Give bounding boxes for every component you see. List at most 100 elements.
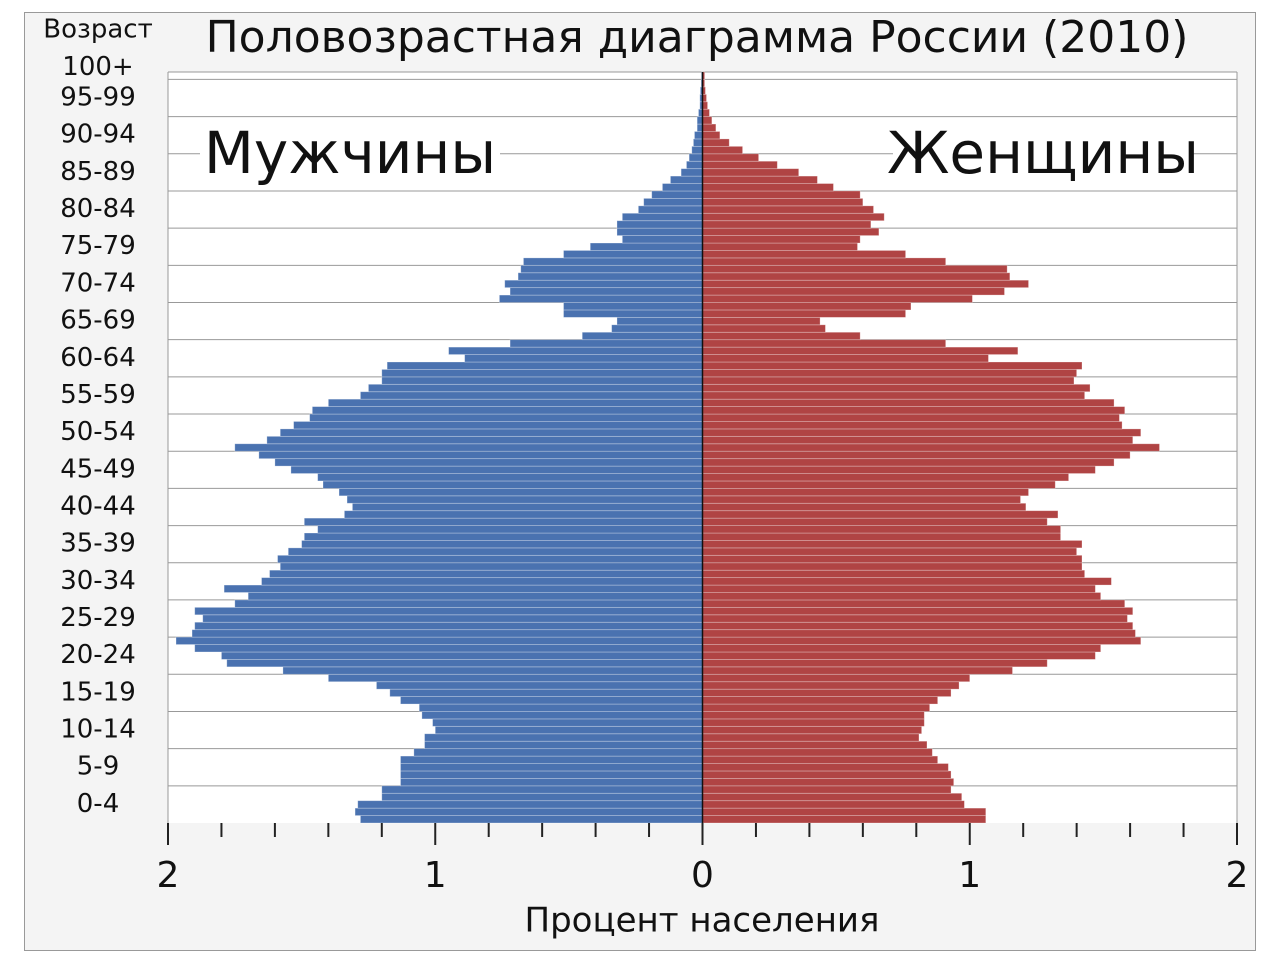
- male-bar: [386, 361, 703, 370]
- male-bar: [202, 614, 703, 623]
- female-bar: [702, 569, 1086, 579]
- female-bar: [702, 346, 1019, 355]
- female-bar: [702, 212, 885, 222]
- female-bar: [702, 487, 1029, 497]
- male-bar: [381, 369, 703, 378]
- female-bar: [702, 242, 858, 251]
- female-bar: [702, 406, 1126, 415]
- female-bar: [702, 577, 1112, 586]
- female-bar: [702, 599, 1126, 608]
- y-tick-label: 70-74: [60, 268, 136, 298]
- y-tick-label: 95-99: [60, 83, 136, 113]
- male-bar: [381, 376, 703, 385]
- male-bar: [293, 421, 703, 430]
- male-bar: [696, 116, 703, 125]
- male-bar: [400, 755, 703, 764]
- male-bar: [234, 443, 703, 452]
- male-bar: [261, 577, 703, 586]
- male-bar: [317, 473, 703, 482]
- male-bar: [194, 606, 703, 616]
- female-bar: [702, 279, 1029, 289]
- y-tick-label: 100+: [62, 52, 133, 82]
- male-bar: [520, 264, 703, 274]
- x-tick-label: 1: [424, 855, 447, 896]
- female-bar: [702, 316, 821, 326]
- female-bar: [702, 160, 778, 170]
- male-bar: [175, 636, 703, 645]
- female-bar: [702, 755, 939, 764]
- female-bar: [702, 554, 1083, 564]
- female-bar: [702, 198, 864, 207]
- female-bar: [702, 584, 1096, 593]
- male-bar: [434, 725, 703, 735]
- male-bar: [616, 316, 703, 326]
- male-bar: [643, 198, 703, 207]
- male-bar: [376, 681, 703, 690]
- y-tick-label: 40-44: [60, 491, 136, 521]
- male-bar: [352, 502, 703, 512]
- female-bar: [702, 785, 952, 794]
- female-bar: [702, 562, 1083, 571]
- female-bar: [702, 287, 1005, 296]
- male-bar: [413, 748, 703, 757]
- y-tick-label: 90-94: [60, 120, 136, 150]
- y-tick-label: 5-9: [77, 752, 119, 782]
- male-bar: [611, 324, 703, 333]
- female-bar: [702, 294, 973, 303]
- male-bar: [691, 145, 703, 155]
- female-bar: [702, 770, 952, 779]
- female-bar: [702, 725, 923, 735]
- male-bar: [581, 331, 703, 341]
- x-axis-title: Процент населения: [525, 901, 880, 941]
- female-bar: [702, 606, 1134, 616]
- male-bar: [424, 733, 703, 742]
- male-bar: [563, 302, 703, 311]
- female-bar: [702, 123, 717, 132]
- female-bar: [702, 428, 1142, 437]
- female-bar: [702, 711, 925, 720]
- male-bar: [194, 621, 703, 631]
- y-tick-label: 50-54: [60, 417, 136, 447]
- female-bar: [702, 153, 760, 162]
- male-bar: [381, 785, 703, 794]
- female-bar: [702, 614, 1128, 623]
- female-bar: [702, 250, 907, 259]
- male-bar: [696, 123, 703, 132]
- female-bar: [702, 108, 710, 118]
- female-bar: [702, 376, 1075, 385]
- x-tick-label: 2: [157, 855, 180, 896]
- y-tick-label: 20-24: [60, 640, 136, 670]
- male-bar: [346, 495, 703, 504]
- male-bar: [226, 659, 703, 668]
- female-bar: [702, 435, 1134, 445]
- female-bar: [702, 777, 955, 787]
- male-bar: [357, 800, 703, 809]
- male-bar: [670, 175, 703, 184]
- male-bar: [311, 406, 703, 415]
- female-bar: [702, 302, 912, 311]
- male-bar: [400, 770, 703, 779]
- y-tick-label: 85-89: [60, 157, 136, 187]
- female-bar: [702, 391, 1086, 400]
- female-bar: [702, 331, 861, 341]
- male-bar: [287, 547, 703, 556]
- female-bar: [702, 354, 989, 363]
- male-bar: [266, 435, 703, 445]
- male-bar: [563, 250, 703, 259]
- male-bar: [327, 398, 703, 408]
- male-bar: [322, 480, 703, 489]
- female-bar: [702, 592, 1102, 601]
- female-bar: [702, 480, 1056, 489]
- female-bar: [702, 792, 963, 802]
- female-bar: [702, 220, 872, 229]
- male-bar: [290, 465, 703, 474]
- y-tick-label: 30-34: [60, 566, 136, 596]
- female-bar: [702, 413, 1120, 422]
- female-bar: [702, 815, 987, 824]
- y-tick-label: 15-19: [60, 677, 136, 707]
- male-bar: [317, 525, 703, 534]
- female-bar: [702, 138, 730, 147]
- male-bar: [389, 688, 703, 697]
- series-annotation: Мужчины: [204, 119, 496, 187]
